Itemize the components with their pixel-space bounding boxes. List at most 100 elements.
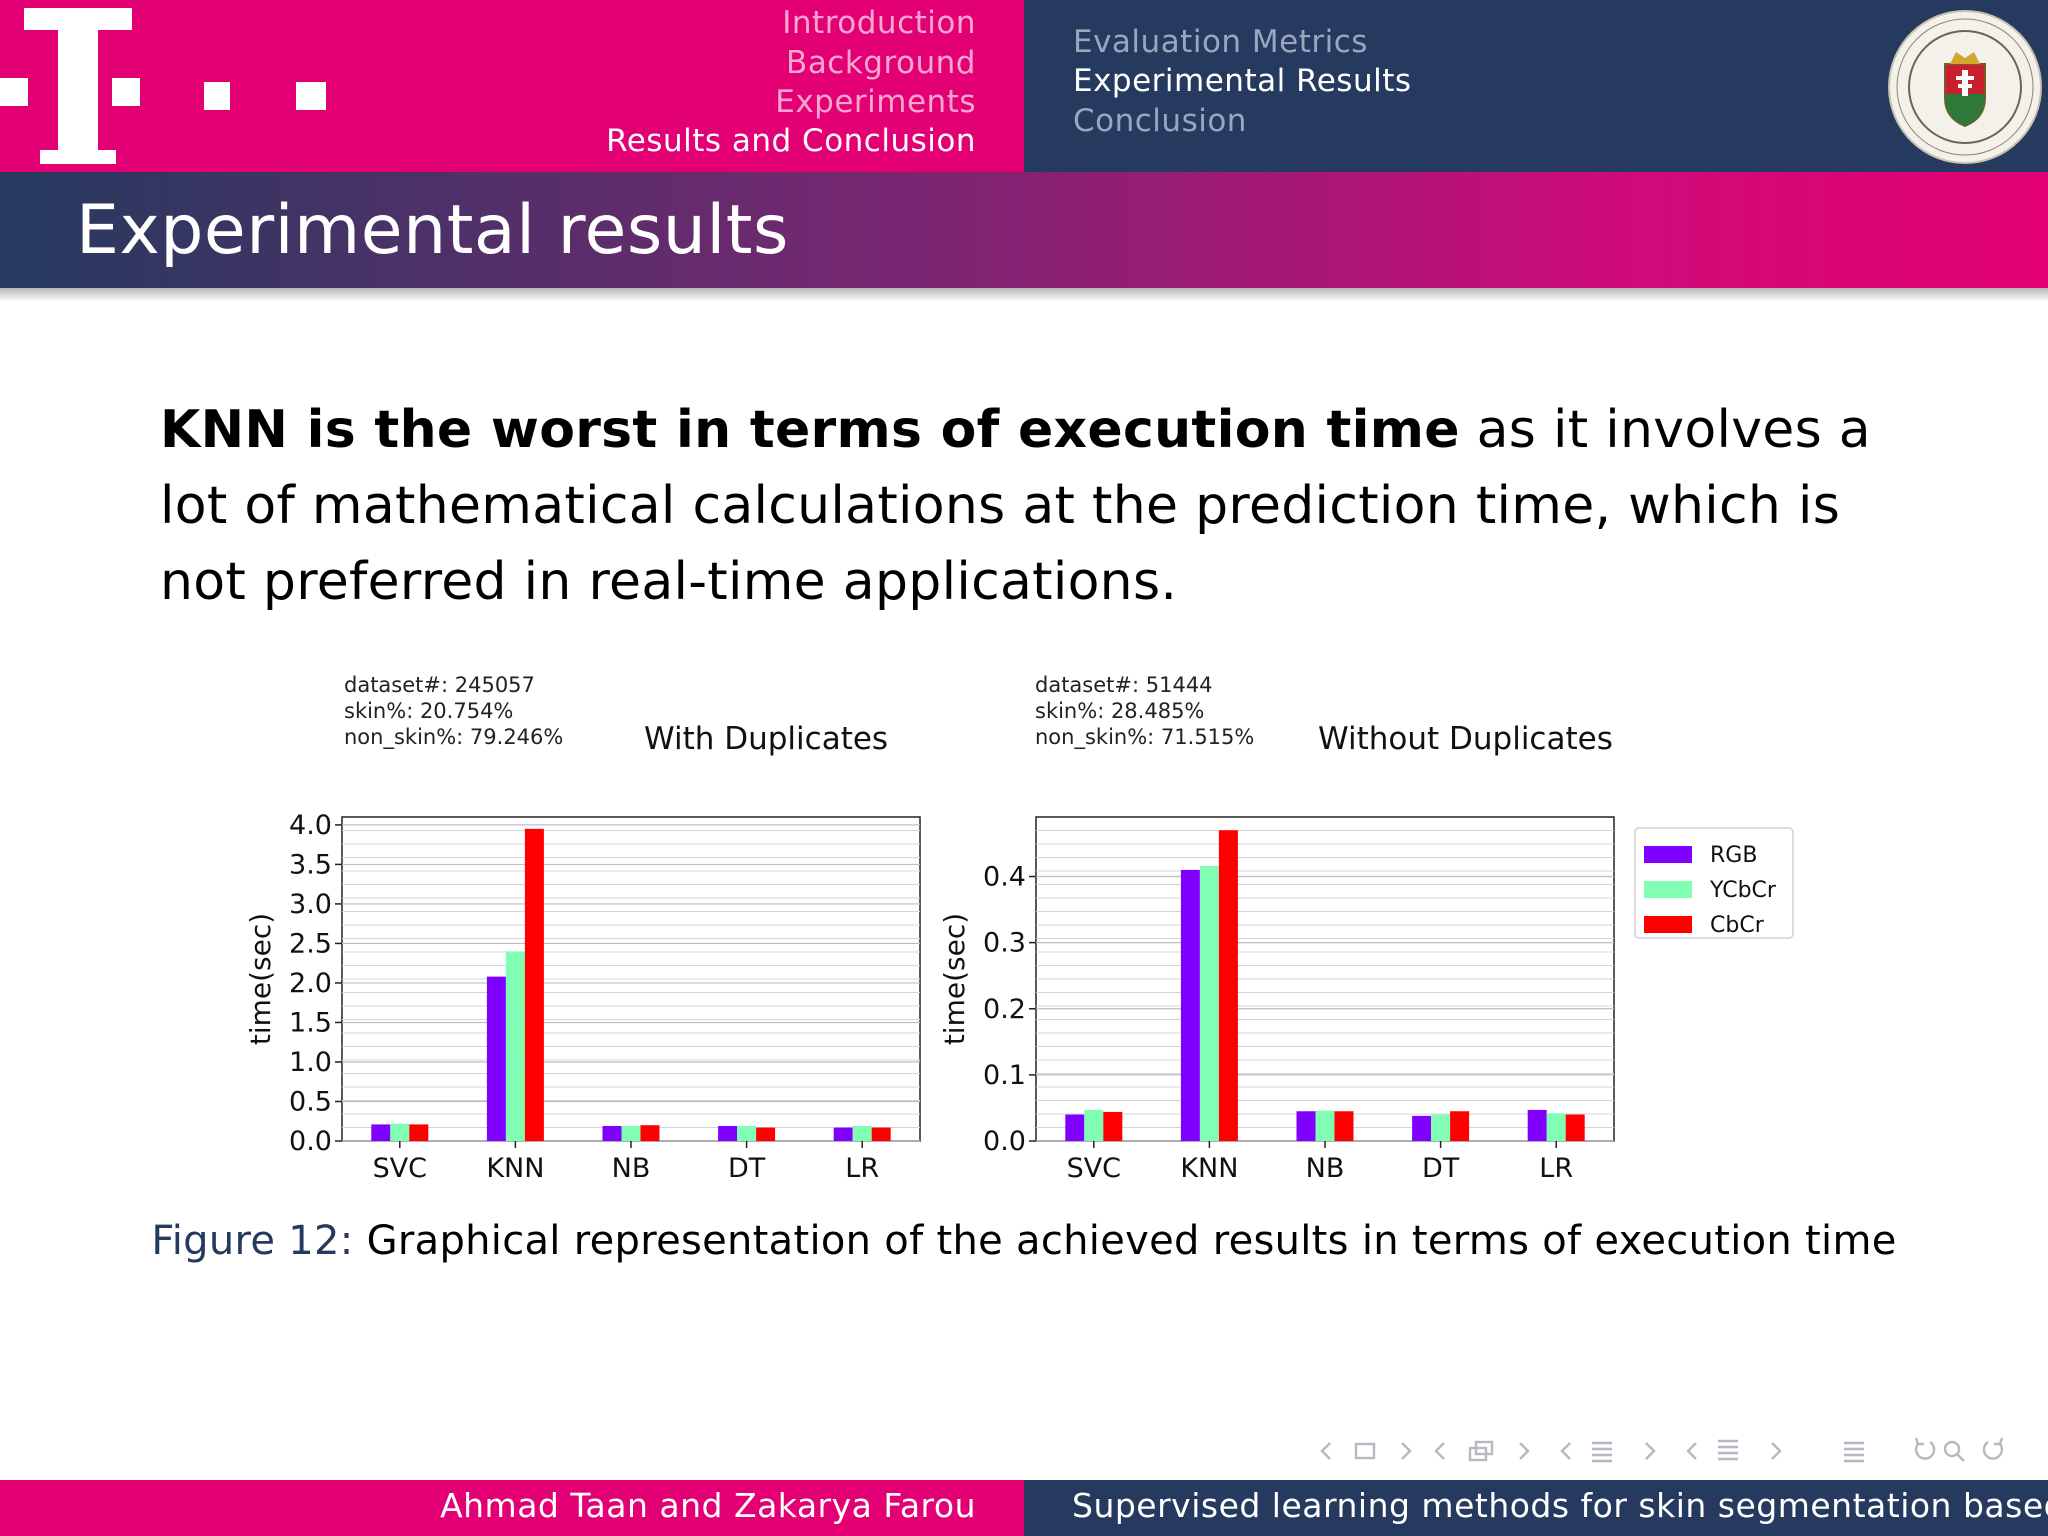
chart-legend-swatch <box>1644 916 1692 933</box>
chart-bar-cbcr-nb <box>640 1125 660 1141</box>
chart-bar-rgb-knn <box>1180 869 1200 1141</box>
chart-x-tick-label: KNN <box>1180 1153 1238 1184</box>
nav-prev-section-icon[interactable] <box>1560 1442 1571 1460</box>
chart-bar-rgb-dt <box>1412 1115 1432 1141</box>
nav-forward-icon[interactable] <box>1982 1437 2004 1460</box>
nav-subsection-conclusion[interactable]: Conclusion <box>1073 103 1247 139</box>
nav-search-icon[interactable] <box>1943 1440 1965 1462</box>
slide-title: Experimental results <box>76 191 789 270</box>
chart-bar-rgb-nb <box>602 1125 622 1141</box>
nav-subsection-evaluation-metrics[interactable]: Evaluation Metrics <box>1073 24 1368 60</box>
chart-bar-rgb-svc <box>1065 1114 1085 1141</box>
chart-info-line: skin%: 28.485% <box>1035 699 1204 723</box>
chart-bar-cbcr-knn <box>524 828 544 1141</box>
chart-info-line: non_skin%: 71.515% <box>1035 725 1254 750</box>
chart-bar-ycbcr-nb <box>1315 1110 1335 1141</box>
nav-subsection-icon[interactable] <box>1468 1440 1494 1462</box>
chart-x-tick-label: NB <box>612 1153 651 1184</box>
nav-frame-icon[interactable] <box>1354 1442 1376 1460</box>
chart-y-tick-label: 0.1 <box>983 1060 1026 1091</box>
chart-legend-label: YCbCr <box>1709 878 1777 903</box>
beamer-navigation-symbols[interactable] <box>1310 1430 2030 1472</box>
chart-bar-cbcr-nb <box>1334 1111 1354 1141</box>
nav-appendix-icon[interactable] <box>1844 1441 1864 1463</box>
chart-y-tick-label: 4.0 <box>289 810 332 841</box>
chart-bar-rgb-svc <box>371 1124 391 1141</box>
chart-bar-ycbcr-lr <box>1546 1113 1566 1141</box>
chart-bar-cbcr-dt <box>1450 1111 1470 1141</box>
chart-bar-cbcr-svc <box>1103 1111 1123 1141</box>
chart-bar-rgb-dt <box>718 1125 738 1141</box>
figure-caption-label: Figure 12: <box>151 1218 354 1264</box>
chart-x-tick-label: LR <box>1539 1153 1573 1184</box>
nav-section-icon[interactable] <box>1592 1441 1612 1463</box>
chart-bar-rgb-lr <box>833 1127 853 1141</box>
chart-y-axis-label: time(sec) <box>938 913 971 1045</box>
chart-x-tick-label: LR <box>845 1153 879 1184</box>
chart-bar-rgb-lr <box>1527 1109 1547 1141</box>
nav-back-icon[interactable] <box>1914 1437 1936 1460</box>
figure-caption: Figure 12: Graphical representation of t… <box>0 1218 2048 1264</box>
chart-bar-ycbcr-dt <box>1431 1114 1451 1141</box>
chart-y-axis-label: time(sec) <box>244 913 277 1045</box>
body-bold-text: KNN is the worst in terms of execution t… <box>160 400 1460 460</box>
nav-section-experiments[interactable]: Experiments <box>775 84 976 120</box>
chart-x-tick-label: KNN <box>486 1153 544 1184</box>
chart-info-line: non_skin%: 79.246% <box>344 725 563 750</box>
chart-legend-label: CbCr <box>1710 913 1765 938</box>
chart-y-tick-label: 0.3 <box>983 928 1026 959</box>
nav-document-icon[interactable] <box>1718 1439 1738 1461</box>
chart-bar-ycbcr-svc <box>390 1123 410 1141</box>
chart-bar-rgb-knn <box>486 976 506 1141</box>
chart-info-line: dataset#: 51444 <box>1035 673 1213 697</box>
elte-university-seal <box>1888 10 2042 164</box>
footer-title: Supervised learning methods for skin seg… <box>1072 1486 2048 1525</box>
nav-next-subsection-icon[interactable] <box>1519 1442 1530 1460</box>
chart-legend-label: RGB <box>1710 843 1757 868</box>
chart-y-tick-label: 0.0 <box>983 1126 1026 1157</box>
chart-legend: RGB YCbCr CbCr <box>1634 827 1794 939</box>
chart-bar-ycbcr-dt <box>737 1125 757 1141</box>
chart-y-tick-label: 0.4 <box>983 862 1026 893</box>
nav-section-results-and-conclusion[interactable]: Results and Conclusion <box>606 123 976 159</box>
chart-legend-swatch <box>1644 881 1692 898</box>
footer-authors: Ahmad Taan and Zakarya Farou <box>440 1486 976 1525</box>
nav-prev-document-icon[interactable] <box>1686 1442 1697 1460</box>
chart-bar-ycbcr-nb <box>621 1125 641 1141</box>
nav-section-background[interactable]: Background <box>786 45 976 81</box>
chart-y-tick-label: 0.5 <box>289 1086 332 1117</box>
chart-x-tick-label: DT <box>728 1153 766 1184</box>
nav-next-document-icon[interactable] <box>1771 1442 1782 1460</box>
chart-x-tick-label: DT <box>1422 1153 1460 1184</box>
chart-bar-cbcr-dt <box>756 1127 776 1141</box>
nav-next-frame-icon[interactable] <box>1401 1442 1412 1460</box>
chart-bar-cbcr-svc <box>409 1124 429 1141</box>
chart-info-line: skin%: 20.754% <box>344 699 513 723</box>
chart-y-tick-label: 3.0 <box>289 889 332 920</box>
header-right-panel <box>1024 0 2048 172</box>
chart-bar-ycbcr-lr <box>852 1125 872 1141</box>
nav-prev-subsection-icon[interactable] <box>1434 1442 1445 1460</box>
chart-x-tick-label: NB <box>1306 1153 1345 1184</box>
title-shadow <box>0 288 2048 302</box>
chart-y-tick-label: 2.5 <box>289 928 332 959</box>
chart-y-tick-label: 1.5 <box>289 1007 332 1038</box>
nav-section-introduction[interactable]: Introduction <box>782 5 976 41</box>
nav-next-section-icon[interactable] <box>1645 1442 1656 1460</box>
body-paragraph: KNN is the worst in terms of execution t… <box>160 392 1920 620</box>
chart-y-tick-label: 2.0 <box>289 968 332 999</box>
body-rest-text: as it involves a lot of mathematical cal… <box>160 400 1871 612</box>
chart-bar-cbcr-lr <box>871 1127 891 1141</box>
chart-bar-ycbcr-knn <box>1199 865 1219 1141</box>
chart-y-tick-label: 0.0 <box>289 1126 332 1157</box>
chart-title: Without Duplicates <box>1318 721 1613 757</box>
chart-title: With Duplicates <box>644 721 888 757</box>
nav-subsection-experimental-results[interactable]: Experimental Results <box>1073 63 1412 99</box>
chart-info-line: dataset#: 245057 <box>344 673 535 697</box>
chart-y-tick-label: 1.0 <box>289 1047 332 1078</box>
chart-x-tick-label: SVC <box>1067 1153 1121 1184</box>
nav-prev-frame-icon[interactable] <box>1320 1442 1331 1460</box>
